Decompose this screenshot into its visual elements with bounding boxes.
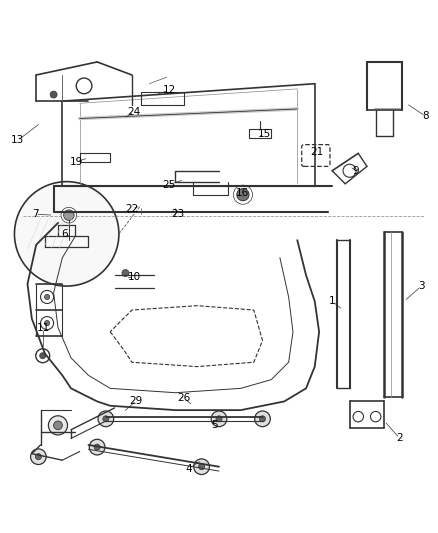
Text: 5: 5 [212,421,218,430]
Text: 26: 26 [177,393,191,403]
Text: 21: 21 [310,148,324,157]
Text: 10: 10 [127,272,141,282]
Circle shape [48,416,67,435]
Text: 4: 4 [185,464,192,474]
Circle shape [89,439,105,455]
Text: 19: 19 [70,157,83,167]
Text: 3: 3 [418,281,425,291]
Text: 24: 24 [127,107,141,117]
Text: 6: 6 [61,229,68,239]
Circle shape [50,91,57,98]
Text: 7: 7 [32,209,39,219]
Circle shape [64,210,74,220]
Text: 9: 9 [353,166,360,176]
Text: 23: 23 [171,209,184,219]
Circle shape [94,444,100,450]
Circle shape [98,411,114,426]
Text: 13: 13 [11,135,25,146]
Circle shape [40,353,46,359]
Text: 16: 16 [237,188,250,198]
Circle shape [45,320,49,326]
Text: 2: 2 [396,433,403,443]
Circle shape [211,411,227,426]
Text: 1: 1 [329,296,336,306]
Text: 15: 15 [258,129,271,139]
Circle shape [35,454,42,460]
Text: 8: 8 [422,111,429,122]
Circle shape [53,421,62,430]
Circle shape [122,270,129,277]
Circle shape [45,294,49,300]
Circle shape [237,189,249,201]
Circle shape [259,416,265,422]
Circle shape [14,182,119,286]
Circle shape [31,449,46,465]
Circle shape [103,416,109,422]
Circle shape [216,416,222,422]
Text: 22: 22 [125,204,138,214]
Text: 12: 12 [162,85,176,95]
Text: 29: 29 [130,395,143,406]
Circle shape [254,411,270,426]
Text: 11: 11 [37,324,50,333]
Text: 25: 25 [162,180,176,190]
Circle shape [194,459,209,474]
Circle shape [198,464,205,470]
